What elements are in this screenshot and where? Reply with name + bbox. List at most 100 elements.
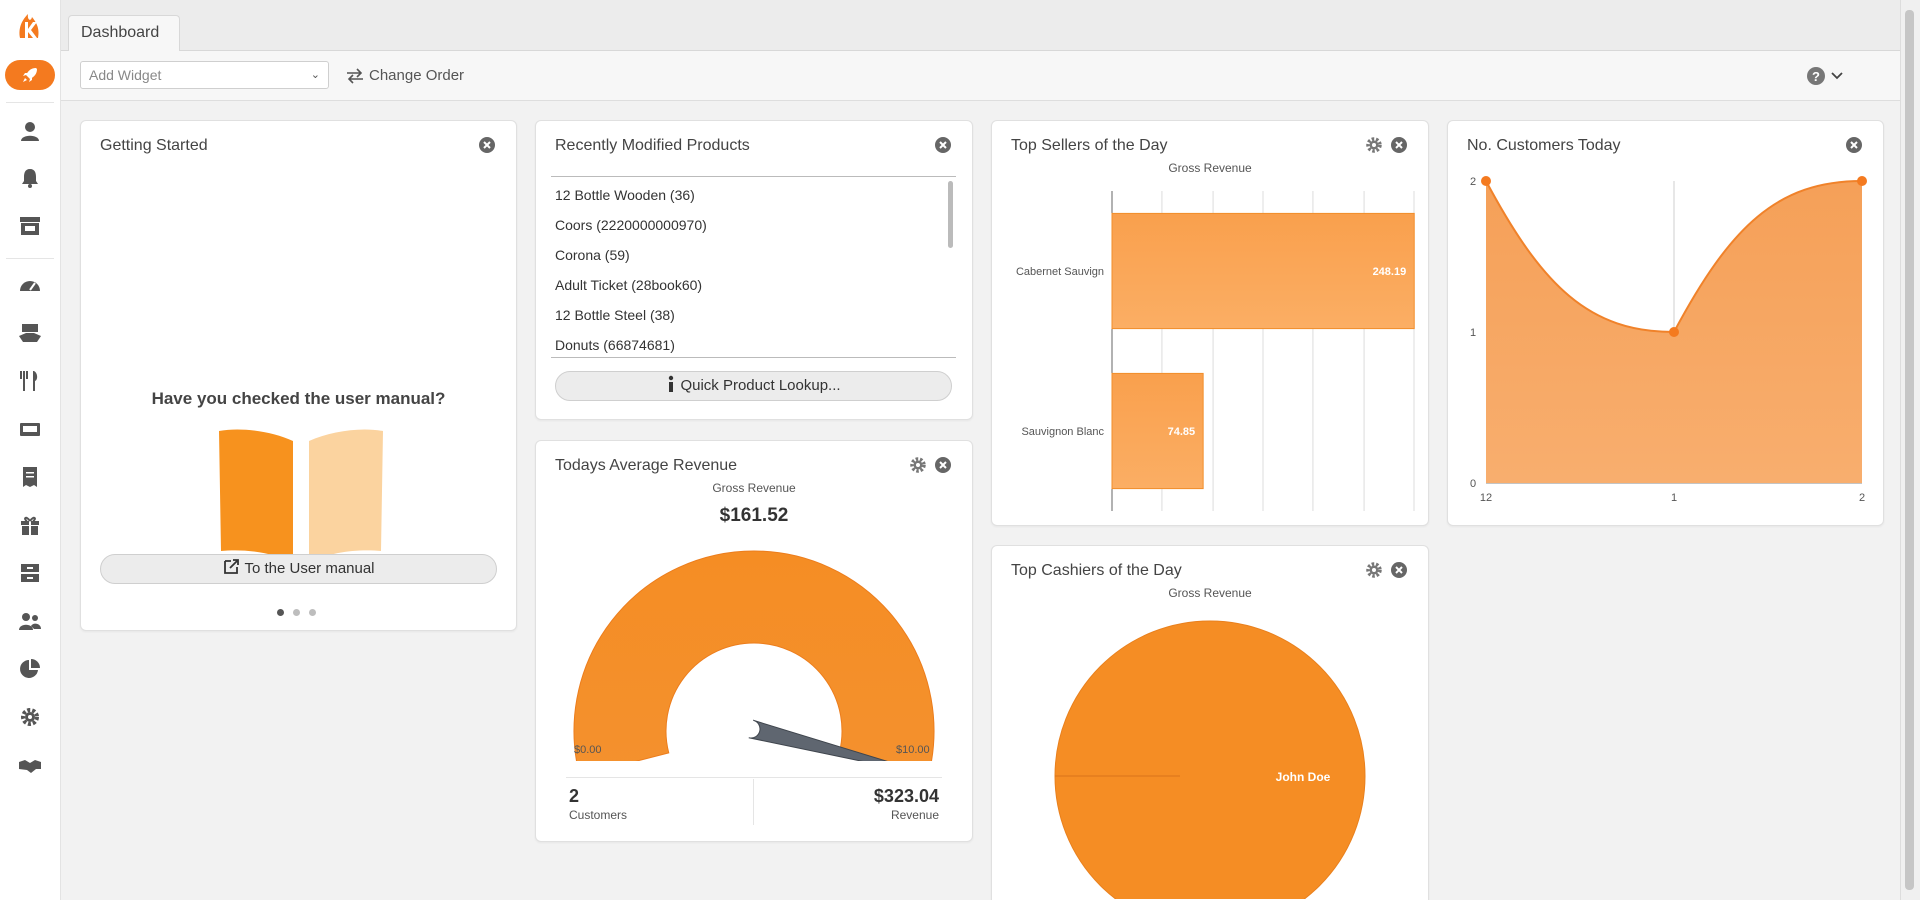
receipt-icon[interactable] — [17, 464, 43, 490]
y-tick-label: 0 — [1470, 478, 1476, 490]
bar — [1111, 372, 1204, 490]
list-item[interactable]: 12 Bottle Wooden (36) — [555, 187, 695, 203]
sidebar-divider — [6, 258, 54, 259]
y-tick-label: 1 — [1470, 327, 1476, 339]
gauge-min-label: $0.00 — [574, 744, 602, 756]
y-tick-label: 2 — [1470, 176, 1476, 188]
settings-gear-icon[interactable] — [909, 456, 927, 474]
recent-products-card: Recently Modified Products 12 Bottle Woo… — [535, 120, 973, 420]
close-icon[interactable] — [1390, 136, 1408, 154]
list-item[interactable]: Donuts (66874681) — [555, 337, 675, 353]
register-icon[interactable] — [17, 416, 43, 442]
top-cashiers-pie-chart: John Doe — [1054, 620, 1366, 899]
card-title: Getting Started — [100, 137, 208, 154]
data-point — [1669, 327, 1679, 337]
close-icon[interactable] — [1390, 561, 1408, 579]
product-list[interactable]: 12 Bottle Wooden (36) Coors (22200000009… — [551, 176, 956, 358]
swap-arrows-icon — [347, 68, 363, 84]
data-label: 74.85 — [1168, 426, 1196, 438]
getting-started-card: Getting Started Have you checked the use… — [80, 120, 517, 631]
help-menu[interactable]: ? — [1806, 65, 1848, 87]
quick-product-lookup-button[interactable]: Quick Product Lookup... — [555, 371, 952, 401]
card-title: Todays Average Revenue — [555, 457, 738, 474]
carousel-dot-3[interactable] — [309, 609, 316, 616]
average-revenue-value: $161.52 — [719, 505, 789, 526]
carousel-dot-1[interactable] — [277, 609, 284, 616]
chart-subtitle: Gross Revenue — [1168, 161, 1252, 175]
card-title: No. Customers Today — [1467, 137, 1621, 154]
list-scrollbar[interactable] — [948, 181, 953, 248]
bar — [1111, 212, 1415, 330]
close-icon[interactable] — [1845, 136, 1863, 154]
list-item[interactable]: Adult Ticket (28book60) — [555, 277, 703, 293]
revenue-gauge — [573, 550, 935, 761]
card-title: Top Sellers of the Day — [1011, 137, 1168, 154]
close-icon[interactable] — [934, 136, 952, 154]
open-book-icon — [219, 429, 383, 563]
customers-today-card: No. Customers Today 0 1 2 12 1 2 — [1447, 120, 1884, 526]
user-manual-button[interactable]: To the User manual — [100, 554, 497, 584]
close-icon[interactable] — [934, 456, 952, 474]
close-icon[interactable] — [478, 136, 496, 154]
top-cashiers-card: Top Cashiers of the Day Gross Revenue Jo… — [991, 545, 1429, 900]
cabinet-icon[interactable] — [17, 560, 43, 586]
svg-text:?: ? — [1812, 69, 1820, 84]
x-tick-label: 12 — [1480, 492, 1492, 504]
utensils-icon[interactable] — [17, 368, 43, 394]
revenue-label: Revenue — [890, 808, 939, 822]
rocket-icon — [23, 68, 37, 82]
chart-subtitle: Gross Revenue — [712, 481, 796, 495]
user-manual-button-label: To the User manual — [244, 560, 375, 577]
divider — [566, 777, 942, 778]
revenue-total: $323.04 — [873, 786, 939, 806]
logo-icon[interactable] — [12, 8, 48, 44]
list-item[interactable]: 12 Bottle Steel (38) — [555, 307, 675, 323]
toolbar: Add Widget ⌄ Change Order ? — [61, 51, 1900, 101]
sidebar-divider — [6, 102, 54, 103]
add-widget-select[interactable]: Add Widget ⌄ — [80, 61, 329, 89]
tab-dashboard[interactable]: Dashboard — [68, 15, 180, 51]
pie-chart-icon[interactable] — [17, 656, 43, 682]
carousel-dot-2[interactable] — [293, 609, 300, 616]
chart-subtitle: Gross Revenue — [1168, 586, 1252, 600]
handshake-icon[interactable] — [17, 752, 43, 778]
question-icon: ? — [1807, 67, 1843, 85]
store-icon[interactable] — [17, 213, 43, 239]
x-tick-label: 1 — [1671, 492, 1677, 504]
settings-gear-icon[interactable] — [1365, 136, 1383, 154]
average-revenue-card: Todays Average Revenue Gross Revenue $16… — [535, 440, 973, 842]
settings-gear-icon[interactable] — [1365, 561, 1383, 579]
gear-icon[interactable] — [17, 704, 43, 730]
chevron-down-icon: ⌄ — [310, 69, 320, 81]
data-label: 248.19 — [1373, 266, 1407, 278]
info-icon — [669, 375, 674, 392]
page-scrollbar-thumb[interactable] — [1905, 10, 1914, 890]
bell-icon[interactable] — [17, 165, 43, 191]
top-sellers-bar-chart: 04183124165207248Cabernet Sauvign248.19S… — [1016, 191, 1415, 511]
handshake-box-icon[interactable] — [17, 320, 43, 346]
gauge-max-label: $10.00 — [896, 744, 930, 756]
data-point — [1857, 176, 1867, 186]
change-order-label: Change Order — [369, 67, 465, 84]
dashboard-icon[interactable] — [17, 272, 43, 298]
rocket-button[interactable] — [5, 60, 55, 90]
x-tick-label: 2 — [1859, 492, 1865, 504]
gift-icon[interactable] — [17, 512, 43, 538]
change-order-button[interactable]: Change Order — [345, 65, 464, 87]
users-icon[interactable] — [17, 608, 43, 634]
customers-label: Customers — [569, 808, 628, 822]
user-icon[interactable] — [17, 118, 43, 144]
add-widget-placeholder: Add Widget — [89, 67, 162, 83]
data-point — [1481, 176, 1491, 186]
gauge-needle — [748, 719, 888, 761]
pie-slice — [1054, 620, 1366, 899]
list-item[interactable]: Corona (59) — [555, 247, 630, 263]
external-link-icon — [224, 559, 240, 574]
card-title: Top Cashiers of the Day — [1011, 562, 1182, 579]
list-item[interactable]: Coors (2220000000970) — [555, 217, 707, 233]
tab-bar: Dashboard — [61, 0, 1900, 51]
divider — [753, 779, 754, 825]
left-sidebar — [0, 0, 61, 900]
quick-product-lookup-label: Quick Product Lookup... — [680, 377, 841, 394]
